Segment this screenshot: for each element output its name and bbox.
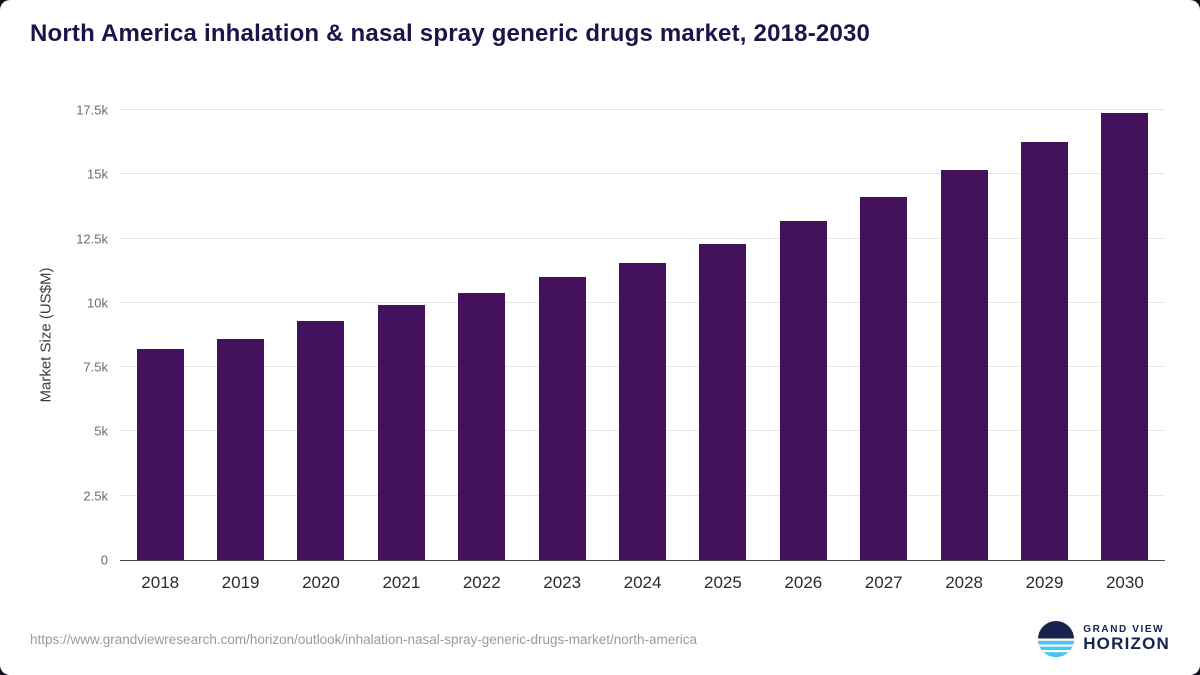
bar-slot-2021: 2021 [361,110,441,592]
logo-line2: HORIZON [1083,634,1170,654]
bar-series: 2018 2019 2020 2021 2022 2023 2024 2025 2026 2027… [120,110,1165,592]
bar-2026 [779,220,827,560]
bar-2021 [377,305,425,560]
bar-2020 [297,320,345,560]
y-tick-label: 5k [94,423,108,439]
bar-2027 [860,197,908,560]
bar-2029 [1020,142,1068,560]
y-tick-label: 10k [87,295,108,311]
y-axis-ticks: 0 2.5k 5k 7.5k 10k 12.5k 15k 17.5k [0,103,108,568]
x-tick-label: 2021 [382,573,421,592]
logo-text: GRAND VIEW HORIZON [1083,624,1170,654]
grand-view-horizon-logo: GRAND VIEW HORIZON [1038,621,1170,657]
logo-line1: GRAND VIEW [1083,624,1165,636]
x-tick-label: 2029 [1025,573,1064,592]
x-tick-label: 2020 [302,573,340,592]
y-tick-label: 0 [100,552,108,568]
bar-2028 [940,170,988,560]
x-tick-label: 2018 [141,573,180,592]
bar-slot-2024: 2024 [602,110,682,592]
bar-2018 [136,349,184,560]
x-tick-label: 2026 [784,573,823,592]
x-tick-label: 2019 [221,573,260,592]
source-url[interactable]: https://www.grandviewresearch.com/horizo… [30,631,698,647]
y-tick-label: 7.5k [83,359,108,375]
bar-slot-2027: 2027 [844,110,924,592]
y-tick-label: 2.5k [83,488,108,504]
x-tick-label: 2025 [704,573,742,592]
x-tick-label: 2028 [945,573,984,592]
bar-slot-2020: 2020 [281,110,361,592]
bar-2024 [619,263,667,560]
x-tick-label: 2027 [864,573,903,592]
bar-slot-2028: 2028 [924,110,1004,592]
y-tick-label: 12.5k [76,231,108,247]
bar-2023 [538,277,586,560]
bar-slot-2023: 2023 [522,110,602,592]
bar-slot-2030: 2030 [1085,110,1165,592]
gridline [120,237,1165,239]
chart-title: North America inhalation & nasal spray g… [30,20,871,47]
gridline [120,173,1165,175]
x-tick-label: 2030 [1105,573,1144,592]
bar-slot-2022: 2022 [442,110,522,592]
plot-area: 2018 2019 2020 2021 2022 2023 2024 2025 2026 2027… [120,109,1165,592]
bar-2022 [458,292,506,560]
x-tick-label: 2022 [462,573,501,592]
bar-slot-2018: 2018 [120,110,200,592]
bar-slot-2029: 2029 [1004,110,1084,592]
footer: https://www.grandviewresearch.com/horizo… [30,621,1170,657]
y-tick-label: 15k [87,166,108,182]
bar-slot-2025: 2025 [683,110,763,592]
x-tick-label: 2023 [543,573,582,592]
bar-slot-2026: 2026 [763,110,843,592]
gridline [120,109,1165,110]
bar-2030 [1101,112,1149,560]
bar-slot-2019: 2019 [200,110,280,592]
y-tick-label: 17.5k [76,102,108,118]
x-tick-label: 2024 [623,573,662,592]
horizon-logo-icon [1038,621,1075,657]
bar-2025 [699,243,747,560]
bar-2019 [217,338,265,560]
